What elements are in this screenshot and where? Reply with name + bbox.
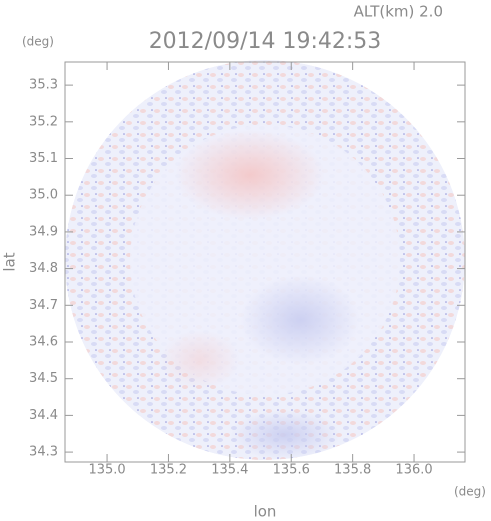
y-tick-label: 34.6 xyxy=(29,335,58,350)
y-tick-label: 35.0 xyxy=(29,188,58,203)
y-tick-label: 34.7 xyxy=(29,298,58,313)
y-tick-label: 35.3 xyxy=(29,78,58,93)
plot-frame xyxy=(64,61,466,463)
y-axis-label: lat xyxy=(1,252,19,271)
y-tick-label: 34.3 xyxy=(29,445,58,460)
x-unit: (deg) xyxy=(454,485,486,499)
x-tick-label: 135.4 xyxy=(211,463,248,478)
x-tick-label: 135.0 xyxy=(88,463,125,478)
y-tick-label: 34.8 xyxy=(29,261,58,276)
x-tick-label: 135.8 xyxy=(334,463,371,478)
altitude-label: ALT(km) 2.0 xyxy=(354,3,443,21)
x-tick-label: 135.6 xyxy=(273,463,310,478)
y-tick-label: 34.4 xyxy=(29,408,58,423)
x-axis-label: lon xyxy=(254,503,277,521)
y-unit: (deg) xyxy=(22,35,54,49)
radar-field xyxy=(65,60,465,460)
y-tick-label: 34.5 xyxy=(29,371,58,386)
chart-title: 2012/09/14 19:42:53 xyxy=(149,29,382,54)
x-tick-label: 136.0 xyxy=(395,463,432,478)
y-tick-label: 34.9 xyxy=(29,224,58,239)
x-tick-label: 135.2 xyxy=(150,463,187,478)
y-tick-label: 35.1 xyxy=(29,151,58,166)
y-tick-label: 35.2 xyxy=(29,114,58,129)
